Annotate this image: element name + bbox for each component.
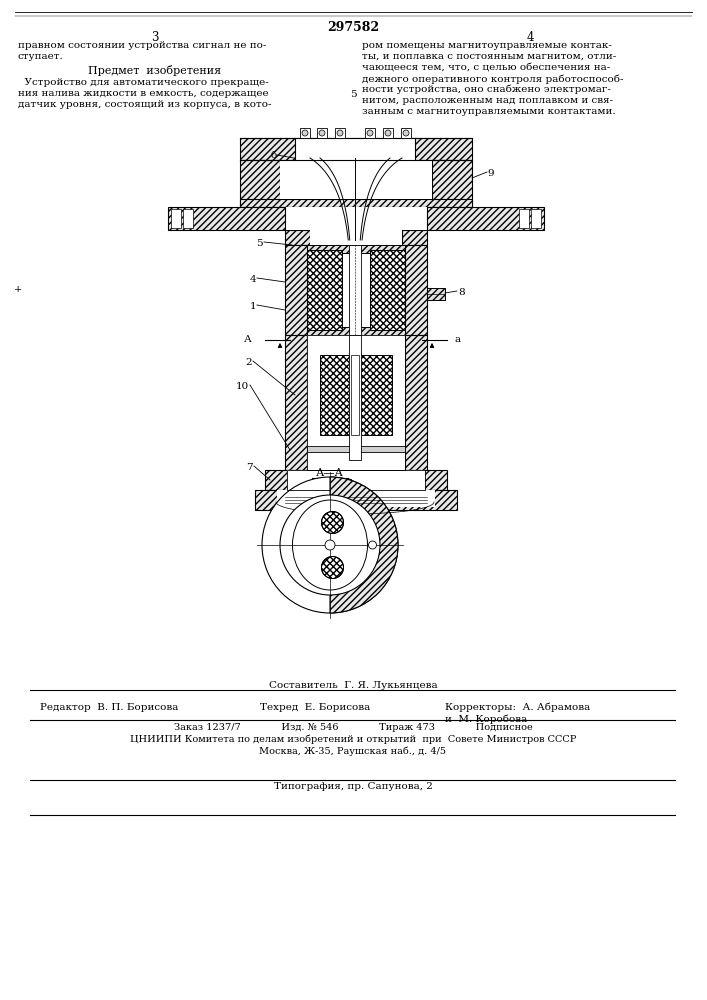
Bar <box>280 160 432 199</box>
Text: 7: 7 <box>246 463 253 472</box>
Bar <box>335 128 345 138</box>
Text: Техред  Е. Борисова: Техред Е. Борисова <box>260 703 370 712</box>
Circle shape <box>319 130 325 136</box>
Text: Москва, Ж-35, Раушская наб., д. 4/5: Москва, Ж-35, Раушская наб., д. 4/5 <box>259 746 447 756</box>
Text: А—А: А—А <box>316 468 344 478</box>
Bar <box>432 160 472 207</box>
Circle shape <box>322 556 344 578</box>
Text: 297582: 297582 <box>327 21 379 34</box>
Bar <box>349 335 361 460</box>
Bar <box>405 335 427 470</box>
Text: Предмет  изобретения: Предмет изобретения <box>88 65 221 76</box>
Text: датчик уровня, состоящий из корпуса, в кото-: датчик уровня, состоящий из корпуса, в к… <box>18 100 271 109</box>
Text: Типография, пр. Сапунова, 2: Типография, пр. Сапунова, 2 <box>274 782 433 791</box>
Circle shape <box>368 541 377 549</box>
Text: ступает.: ступает. <box>18 52 64 61</box>
Text: а: а <box>455 335 461 344</box>
Bar <box>285 335 307 470</box>
Text: дежного оперативного контроля работоспособ-: дежного оперативного контроля работоспос… <box>362 74 624 84</box>
Text: правном состоянии устройства сигнал не по-: правном состоянии устройства сигнал не п… <box>18 41 267 50</box>
Circle shape <box>322 512 344 534</box>
Bar <box>427 288 445 300</box>
Circle shape <box>337 130 343 136</box>
Text: Устройство для автоматического прекраще-: Устройство для автоматического прекраще- <box>18 78 269 87</box>
Circle shape <box>325 540 335 550</box>
Text: +: + <box>14 286 22 294</box>
Bar <box>307 446 405 452</box>
Text: Заказ 1237/7             Изд. № 546             Тираж 473             Подписное: Заказ 1237/7 Изд. № 546 Тираж 473 Подпис… <box>174 723 532 732</box>
Text: 1: 1 <box>250 302 256 311</box>
Text: занным с магнитоуправляемыми контактами.: занным с магнитоуправляемыми контактами. <box>362 107 616 116</box>
Bar <box>255 490 457 510</box>
Circle shape <box>280 495 380 595</box>
Bar <box>285 207 427 230</box>
Bar <box>383 128 393 138</box>
Bar <box>287 470 425 490</box>
Bar <box>300 128 310 138</box>
Bar <box>531 209 541 228</box>
Text: ности устройства, оно снабжено электромаг-: ности устройства, оно снабжено электрома… <box>362 85 611 95</box>
Bar <box>307 335 405 470</box>
Bar <box>402 230 427 245</box>
Bar <box>240 138 472 160</box>
Text: 5: 5 <box>350 90 356 99</box>
Circle shape <box>302 130 308 136</box>
Bar <box>370 250 405 330</box>
Text: 2: 2 <box>245 358 252 367</box>
Text: 5: 5 <box>257 239 263 248</box>
Text: Редактор  В. П. Борисова: Редактор В. П. Борисова <box>40 703 178 712</box>
Bar <box>240 199 472 207</box>
Bar <box>240 160 280 207</box>
Text: ния налива жидкости в емкость, содержащее: ния налива жидкости в емкость, содержаще… <box>18 89 269 98</box>
Text: ром помещены магнитоуправляемые контак-: ром помещены магнитоуправляемые контак- <box>362 41 612 50</box>
Text: 3: 3 <box>151 31 159 44</box>
Bar <box>351 355 359 435</box>
Bar <box>307 245 405 253</box>
Text: чающееся тем, что, с целью обеспечения на-: чающееся тем, что, с целью обеспечения н… <box>362 63 610 72</box>
Text: нитом, расположенным над поплавком и свя-: нитом, расположенным над поплавком и свя… <box>362 96 613 105</box>
Bar <box>307 327 405 335</box>
Bar <box>277 490 435 507</box>
Bar <box>349 245 361 335</box>
Text: 4: 4 <box>250 275 256 284</box>
Bar <box>365 128 375 138</box>
Text: А: А <box>244 335 252 344</box>
Circle shape <box>403 130 409 136</box>
Text: 3: 3 <box>308 502 315 510</box>
Text: 4: 4 <box>526 31 534 44</box>
Bar <box>307 335 405 470</box>
Bar <box>519 209 529 228</box>
Circle shape <box>367 130 373 136</box>
Text: ЦНИИПИ Комитета по делам изобретений и открытий  при  Совете Министров СССР: ЦНИИПИ Комитета по делам изобретений и о… <box>130 735 576 744</box>
Text: Составитель  Г. Я. Лукьянцева: Составитель Г. Я. Лукьянцева <box>269 681 438 690</box>
Text: 3: 3 <box>308 574 315 584</box>
Text: б: б <box>271 151 277 160</box>
Bar <box>401 128 411 138</box>
Wedge shape <box>330 477 398 613</box>
Bar <box>285 245 307 335</box>
Text: Корректоры:  А. Абрамова: Корректоры: А. Абрамова <box>445 703 590 712</box>
Bar <box>317 128 327 138</box>
Text: 8: 8 <box>458 288 464 297</box>
Bar <box>287 470 425 490</box>
Bar <box>320 355 392 435</box>
Text: и  М. Коробова: и М. Коробова <box>445 714 527 724</box>
Circle shape <box>385 130 391 136</box>
Bar <box>183 209 193 228</box>
Text: ты, и поплавка с постоянным магнитом, отли-: ты, и поплавка с постоянным магнитом, от… <box>362 52 617 61</box>
Bar <box>168 207 544 230</box>
Bar <box>307 250 342 330</box>
Bar <box>295 138 415 160</box>
Text: 10: 10 <box>235 382 249 391</box>
Bar <box>310 230 402 245</box>
Bar <box>265 470 447 490</box>
Bar <box>285 230 310 245</box>
Bar <box>405 245 427 335</box>
Text: 9: 9 <box>487 169 493 178</box>
Bar <box>171 209 181 228</box>
Circle shape <box>262 477 398 613</box>
